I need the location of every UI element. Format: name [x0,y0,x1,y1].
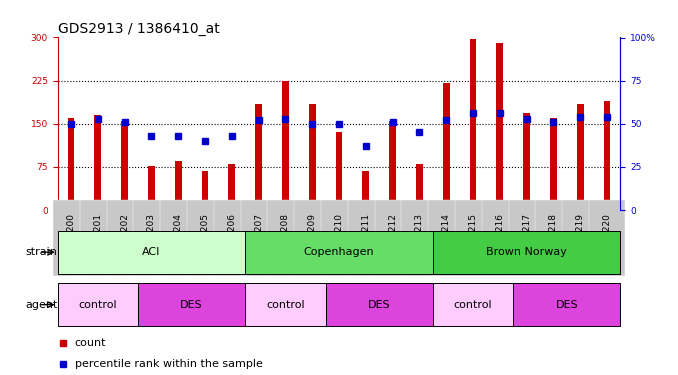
Text: GSM92210: GSM92210 [334,213,344,262]
Text: GSM92212: GSM92212 [388,213,397,262]
Bar [496,43,503,210]
Text: GSM92205: GSM92205 [201,213,210,262]
Bar [470,39,477,210]
Text: GDS2913 / 1386410_at: GDS2913 / 1386410_at [58,22,220,36]
Text: GSM92219: GSM92219 [576,213,584,262]
Text: control: control [79,300,117,310]
Bar [523,113,530,210]
Text: GSM92217: GSM92217 [522,213,531,262]
Bar [309,104,315,210]
Bar [121,121,128,210]
Text: GSM92202: GSM92202 [120,213,129,262]
Bar [550,118,557,210]
Text: DES: DES [368,300,391,310]
Text: GSM92209: GSM92209 [308,213,317,262]
Text: DES: DES [555,300,578,310]
Text: control: control [266,300,304,310]
Bar [433,231,620,274]
Bar [325,283,433,326]
Bar [577,104,584,210]
Bar [433,283,513,326]
Text: GSM92208: GSM92208 [281,213,290,262]
Text: GSM92203: GSM92203 [147,213,156,262]
Bar [58,283,138,326]
Bar [228,164,235,210]
Bar [389,121,396,210]
Text: GSM92220: GSM92220 [603,213,612,262]
Text: GSM92218: GSM92218 [549,213,558,262]
Bar [416,164,423,210]
Text: GSM92213: GSM92213 [415,213,424,262]
Text: GSM92206: GSM92206 [227,213,237,262]
Bar [138,283,245,326]
Bar [363,171,369,210]
Text: GSM92216: GSM92216 [496,213,504,262]
Bar [245,283,325,326]
Text: GSM92207: GSM92207 [254,213,263,262]
Bar [603,101,610,210]
Text: DES: DES [180,300,203,310]
Text: strain: strain [26,247,58,257]
Text: GSM92214: GSM92214 [441,213,451,262]
Bar [336,132,342,210]
Bar [255,104,262,210]
Text: ACI: ACI [142,247,161,257]
Text: agent: agent [25,300,58,310]
Bar [58,231,245,274]
Bar [513,283,620,326]
Bar [148,166,155,210]
Text: control: control [454,300,492,310]
Text: GSM92204: GSM92204 [174,213,182,262]
Text: GSM92211: GSM92211 [361,213,370,262]
Bar [68,118,75,210]
Bar [94,115,101,210]
Bar [282,81,289,210]
Text: GSM92200: GSM92200 [66,213,75,262]
Bar [443,84,450,210]
Bar [245,231,433,274]
Text: count: count [75,338,106,348]
Bar [175,161,182,210]
Text: GSM92215: GSM92215 [468,213,477,262]
Text: Copenhagen: Copenhagen [304,247,374,257]
Text: percentile rank within the sample: percentile rank within the sample [75,359,262,369]
Bar [201,171,208,210]
Text: Brown Norway: Brown Norway [486,247,567,257]
Text: GSM92201: GSM92201 [94,213,102,262]
